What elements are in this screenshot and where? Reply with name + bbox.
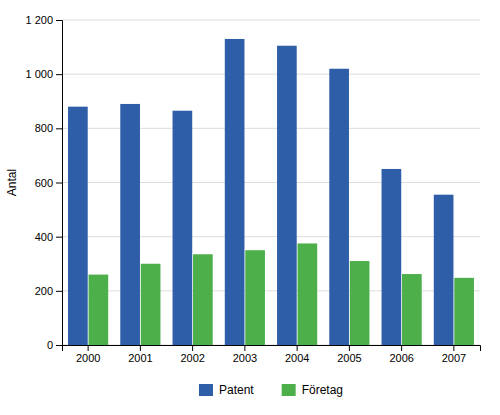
grid-line xyxy=(62,74,480,75)
y-tick: 400 xyxy=(35,231,62,243)
x-tick: 2002 xyxy=(180,345,204,364)
y-tick-mark xyxy=(56,128,62,129)
plot: 2000 2001 2002 2003 2004 2005 2006 2007 0 200 400 6… xyxy=(25,14,480,364)
x-tick-label: 2000 xyxy=(76,352,100,364)
y-tick-mark xyxy=(56,183,62,184)
bar xyxy=(382,169,402,345)
x-tick-mark xyxy=(244,345,245,351)
y-tick-label: 600 xyxy=(35,177,53,189)
x-axis-line xyxy=(63,346,481,352)
bar xyxy=(350,261,370,345)
x-tick: 2005 xyxy=(337,345,361,364)
bar xyxy=(225,39,245,345)
x-tick-label: 2003 xyxy=(233,352,257,364)
x-tick: 2003 xyxy=(233,345,257,364)
bar xyxy=(298,243,318,345)
grid-line xyxy=(62,20,480,21)
bar xyxy=(141,264,161,345)
y-tick: 200 xyxy=(35,285,62,297)
y-tick-mark xyxy=(56,291,62,292)
legend: Patent Företag xyxy=(199,383,343,397)
y-tick: 1 000 xyxy=(25,68,62,80)
y-axis: 0 200 400 600 800 1 000 1 200 xyxy=(25,14,62,351)
x-axis: 2000 2001 2002 2003 2004 2005 2006 2007 xyxy=(63,345,481,364)
x-tick-label: 2001 xyxy=(128,352,152,364)
y-tick: 600 xyxy=(35,177,62,189)
bar xyxy=(434,195,454,345)
y-tick: 0 xyxy=(47,339,62,351)
bar xyxy=(173,111,193,345)
y-tick-mark xyxy=(56,74,62,75)
x-tick-label: 2006 xyxy=(389,352,413,364)
x-tick: 2007 xyxy=(442,345,466,364)
y-tick-mark xyxy=(56,237,62,238)
legend-swatch xyxy=(199,384,213,396)
x-tick-mark xyxy=(401,345,402,351)
x-tick-mark xyxy=(349,345,350,351)
bar xyxy=(454,278,474,345)
chart-container: 2000 2001 2002 2003 2004 2005 2006 2007 0 200 400 6… xyxy=(0,0,500,415)
bar xyxy=(193,254,213,345)
legend-item: Patent xyxy=(199,383,254,397)
x-tick: 2006 xyxy=(389,345,413,364)
y-tick: 800 xyxy=(35,122,62,134)
bar-series xyxy=(68,39,453,345)
x-tick: 2004 xyxy=(285,345,309,364)
bar xyxy=(329,69,349,345)
x-tick-label: 2002 xyxy=(180,352,204,364)
x-tick-mark xyxy=(297,345,298,351)
bar xyxy=(277,46,297,345)
legend-swatch xyxy=(282,384,296,396)
y-tick-label: 400 xyxy=(35,231,53,243)
x-tick-label: 2007 xyxy=(442,352,466,364)
bar xyxy=(68,107,88,345)
legend-label: Patent xyxy=(219,383,254,397)
x-tick-mark xyxy=(140,345,141,351)
bar xyxy=(245,250,265,345)
y-tick-mark xyxy=(56,20,62,21)
x-tick: 2001 xyxy=(128,345,152,364)
grid xyxy=(62,20,480,345)
bar xyxy=(120,104,140,345)
legend-label: Företag xyxy=(302,383,343,397)
y-tick: 1 200 xyxy=(25,14,62,26)
y-tick-label: 0 xyxy=(47,339,53,351)
y-axis-title: Antal xyxy=(5,169,19,196)
bar-series xyxy=(89,243,474,345)
x-tick-label: 2005 xyxy=(337,352,361,364)
y-tick-label: 1 200 xyxy=(25,14,53,26)
bars xyxy=(68,39,474,345)
y-tick-label: 1 000 xyxy=(25,68,53,80)
y-axis-line xyxy=(56,21,63,346)
bar xyxy=(89,275,109,345)
y-tick-label: 200 xyxy=(35,285,53,297)
y-tick-label: 800 xyxy=(35,122,53,134)
x-tick-mark xyxy=(192,345,193,351)
x-tick-mark xyxy=(453,345,454,351)
bar xyxy=(402,274,422,345)
legend-item: Företag xyxy=(282,383,343,397)
y-tick-mark xyxy=(56,345,62,346)
chart: 2000 2001 2002 2003 2004 2005 2006 2007 0 200 400 6… xyxy=(0,0,500,415)
x-tick-mark xyxy=(88,345,89,351)
x-tick: 2000 xyxy=(76,345,100,364)
x-tick-label: 2004 xyxy=(285,352,309,364)
